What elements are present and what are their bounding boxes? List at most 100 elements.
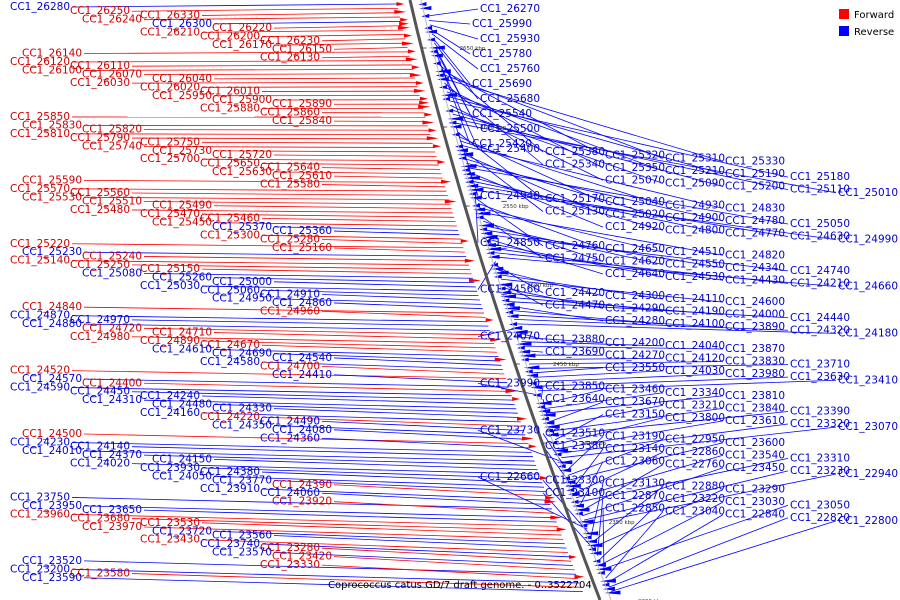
gene-label[interactable]: CC1_22880 <box>665 481 725 493</box>
gene-label[interactable]: CC1_24290 <box>605 302 665 314</box>
gene-label[interactable]: CC1_23910 <box>200 483 260 495</box>
gene-label[interactable]: CC1_23870 <box>725 343 785 355</box>
gene-label[interactable]: CC1_24300 <box>605 290 665 302</box>
gene-label[interactable]: CC1_24800 <box>665 224 725 236</box>
gene-label[interactable]: CC1_23690 <box>545 346 605 358</box>
gene-label[interactable]: CC1_23730 <box>480 424 540 436</box>
gene-label[interactable]: CC1_24370 <box>82 449 142 461</box>
gene-label[interactable]: CC1_24720 <box>82 322 142 334</box>
gene-label[interactable]: CC1_24320 <box>790 324 850 336</box>
gene-label[interactable]: CC1_22660 <box>480 471 540 483</box>
gene-label[interactable]: CC1_25510 <box>82 195 142 207</box>
gene-label[interactable]: CC1_25050 <box>790 218 850 230</box>
gene-label[interactable]: CC1_25680 <box>480 93 540 105</box>
gene-label[interactable]: CC1_26230 <box>260 35 320 47</box>
gene-label[interactable]: CC1_25380 <box>545 146 605 158</box>
gene-label[interactable]: CC1_23680 <box>70 513 130 525</box>
gene-label[interactable]: CC1_24340 <box>725 262 785 274</box>
gene-label[interactable]: CC1_23210 <box>665 399 725 411</box>
gene-label[interactable]: CC1_24860 <box>272 297 332 309</box>
gene-label[interactable]: CC1_23560 <box>212 529 272 541</box>
gene-label[interactable]: CC1_23310 <box>790 452 850 464</box>
gene-label[interactable]: CC1_23930 <box>140 462 200 474</box>
gene-label[interactable]: CC1_24970 <box>70 314 130 326</box>
gene-label[interactable]: CC1_24400 <box>82 377 142 389</box>
gene-label[interactable]: CC1_24450 <box>70 386 130 398</box>
gene-label[interactable]: CC1_23830 <box>725 356 785 368</box>
gene-label[interactable]: CC1_26100 <box>22 64 82 76</box>
gene-label[interactable]: CC1_23300 <box>545 474 605 486</box>
gene-label[interactable]: CC1_24820 <box>725 249 785 261</box>
gene-label[interactable]: CC1_23600 <box>725 437 785 449</box>
gene-label[interactable]: CC1_23720 <box>152 525 212 537</box>
gene-label[interactable]: CC1_23670 <box>605 396 665 408</box>
gene-label[interactable]: CC1_23380 <box>545 440 605 452</box>
gene-label[interactable]: CC1_22950 <box>665 434 725 446</box>
gene-label[interactable]: CC1_25220 <box>10 238 70 250</box>
gene-label[interactable]: CC1_24210 <box>790 277 850 289</box>
gene-label[interactable]: CC1_23960 <box>10 508 70 520</box>
gene-label[interactable]: CC1_25460 <box>200 212 260 224</box>
gene-label[interactable]: CC1_22820 <box>790 512 850 524</box>
gene-label[interactable]: CC1_24330 <box>212 403 272 415</box>
gene-label[interactable]: CC1_25540 <box>472 108 532 120</box>
gene-label[interactable]: CC1_23200 <box>10 563 70 575</box>
gene-label[interactable]: CC1_24570 <box>22 373 82 385</box>
gene-label[interactable]: CC1_23610 <box>725 415 785 427</box>
gene-label[interactable]: CC1_23140 <box>605 443 665 455</box>
gene-label[interactable]: CC1_24560 <box>480 284 540 296</box>
gene-label[interactable]: CC1_26110 <box>70 60 130 72</box>
gene-label[interactable]: CC1_24440 <box>790 312 850 324</box>
gene-label[interactable]: CC1_25720 <box>212 149 272 161</box>
gene-label[interactable]: CC1_26070 <box>82 69 142 81</box>
gene-label[interactable]: CC1_25690 <box>472 78 532 90</box>
gene-label[interactable]: CC1_23520 <box>22 555 82 567</box>
gene-label[interactable]: CC1_25230 <box>22 246 82 258</box>
gene-label[interactable]: CC1_24870 <box>10 310 70 322</box>
gene-label[interactable]: CC1_25070 <box>605 174 665 186</box>
gene-label[interactable]: CC1_25160 <box>272 242 332 254</box>
gene-label[interactable]: CC1_25190 <box>725 168 785 180</box>
gene-label[interactable]: CC1_25340 <box>545 159 605 171</box>
gene-label[interactable]: CC1_25200 <box>725 181 785 193</box>
gene-label[interactable]: CC1_24640 <box>605 268 665 280</box>
gene-label[interactable]: CC1_25320 <box>605 149 665 161</box>
gene-label[interactable]: CC1_23630 <box>790 371 850 383</box>
gene-label[interactable]: CC1_25370 <box>212 221 272 233</box>
gene-label[interactable]: CC1_24150 <box>152 453 212 465</box>
gene-label[interactable]: CC1_24100 <box>665 318 725 330</box>
gene-label[interactable]: CC1_25240 <box>82 250 142 262</box>
gene-label[interactable]: CC1_24030 <box>665 365 725 377</box>
gene-label[interactable]: CC1_25300 <box>200 229 260 241</box>
gene-label[interactable]: CC1_25630 <box>212 166 272 178</box>
gene-label[interactable]: CC1_26030 <box>70 77 130 89</box>
gene-label[interactable]: CC1_24940 <box>480 190 540 202</box>
gene-label[interactable]: CC1_25740 <box>82 141 142 153</box>
gene-label[interactable]: CC1_24710 <box>152 327 212 339</box>
gene-label[interactable]: CC1_24690 <box>212 348 272 360</box>
gene-label[interactable]: CC1_23100 <box>545 487 605 499</box>
gene-label[interactable]: CC1_25890 <box>272 98 332 110</box>
gene-label[interactable]: CC1_24020 <box>70 458 130 470</box>
gene-label[interactable]: CC1_25900 <box>212 94 272 106</box>
gene-label[interactable]: CC1_25930 <box>480 33 540 45</box>
gene-label[interactable]: CC1_24850 <box>480 237 540 249</box>
gene-label[interactable]: CC1_23330 <box>260 559 320 571</box>
gene-label[interactable]: CC1_23070 <box>838 421 898 433</box>
gene-label[interactable]: CC1_24070 <box>480 331 540 343</box>
gene-label[interactable]: CC1_25090 <box>665 177 725 189</box>
gene-label[interactable]: CC1_25700 <box>140 153 200 165</box>
gene-label[interactable]: CC1_25350 <box>605 162 665 174</box>
gene-label[interactable]: CC1_24890 <box>140 335 200 347</box>
gene-label[interactable]: CC1_23410 <box>838 374 898 386</box>
gene-label[interactable]: CC1_24420 <box>545 287 605 299</box>
gene-label[interactable]: CC1_24240 <box>140 390 200 402</box>
gene-label[interactable]: CC1_23640 <box>545 393 605 405</box>
gene-label[interactable]: CC1_24220 <box>200 411 260 423</box>
gene-label[interactable]: CC1_24490 <box>260 415 320 427</box>
gene-label[interactable]: CC1_25150 <box>140 263 200 275</box>
gene-label[interactable]: CC1_26280 <box>10 1 70 13</box>
gene-label[interactable]: CC1_23570 <box>212 546 272 558</box>
gene-label[interactable]: CC1_25140 <box>10 255 70 267</box>
gene-label[interactable]: CC1_23540 <box>725 449 785 461</box>
